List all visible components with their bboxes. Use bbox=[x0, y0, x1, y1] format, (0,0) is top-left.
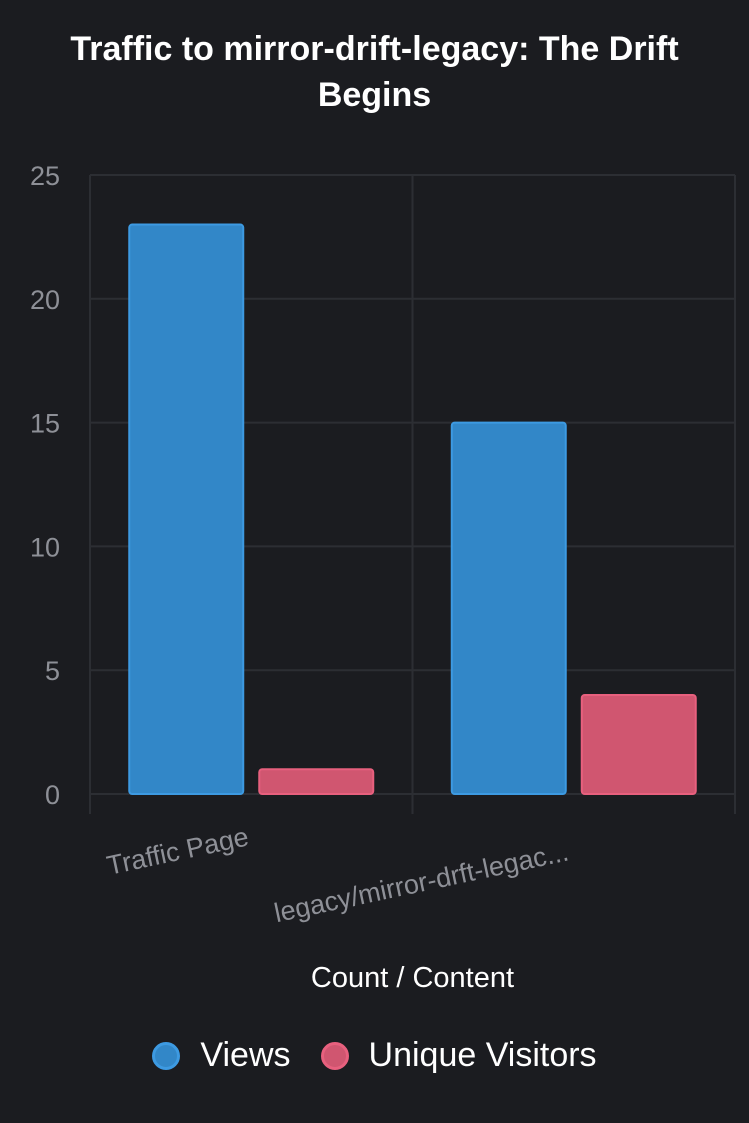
y-tick-label-2: 10 bbox=[30, 532, 60, 562]
legend-item-views[interactable]: Views bbox=[152, 1036, 291, 1075]
bar-views-0 bbox=[128, 223, 245, 795]
x-tick-label-1: legacy/mirror-drft-legac... bbox=[271, 837, 571, 929]
y-tick-label-5: 25 bbox=[30, 161, 60, 191]
bar-unique-visitors-1 bbox=[580, 693, 697, 796]
bar-chart: 0 5 10 15 20 25 Traffic Page legacy/mirror-drf… bbox=[30, 161, 736, 929]
y-tick-label-3: 15 bbox=[30, 409, 60, 439]
x-axis-ticks: Traffic Page legacy/mirror-drft-legac... bbox=[104, 822, 571, 929]
y-tick-label-1: 5 bbox=[45, 656, 60, 686]
x-tick-label-0: Traffic Page bbox=[104, 822, 251, 881]
legend-item-unique-visitors[interactable]: Unique Visitors bbox=[320, 1036, 597, 1075]
bar-views-1 bbox=[450, 421, 567, 795]
y-tick-label-0: 0 bbox=[45, 780, 60, 810]
bars bbox=[128, 223, 697, 796]
y-tick-label-4: 20 bbox=[30, 285, 60, 315]
legend-swatch-views bbox=[152, 1041, 181, 1070]
legend: Views Unique Visitors bbox=[0, 1036, 749, 1075]
y-axis-ticks: 0 5 10 15 20 25 bbox=[30, 161, 60, 810]
legend-label-views: Views bbox=[200, 1036, 291, 1074]
chart-title: Traffic to mirror-drift-legacy: The Drif… bbox=[70, 30, 679, 114]
x-axis-label: Count / Content bbox=[310, 962, 515, 994]
bar-unique-visitors-0 bbox=[258, 768, 375, 795]
legend-swatch-unique-visitors bbox=[320, 1041, 349, 1070]
legend-label-unique-visitors: Unique Visitors bbox=[368, 1036, 597, 1074]
